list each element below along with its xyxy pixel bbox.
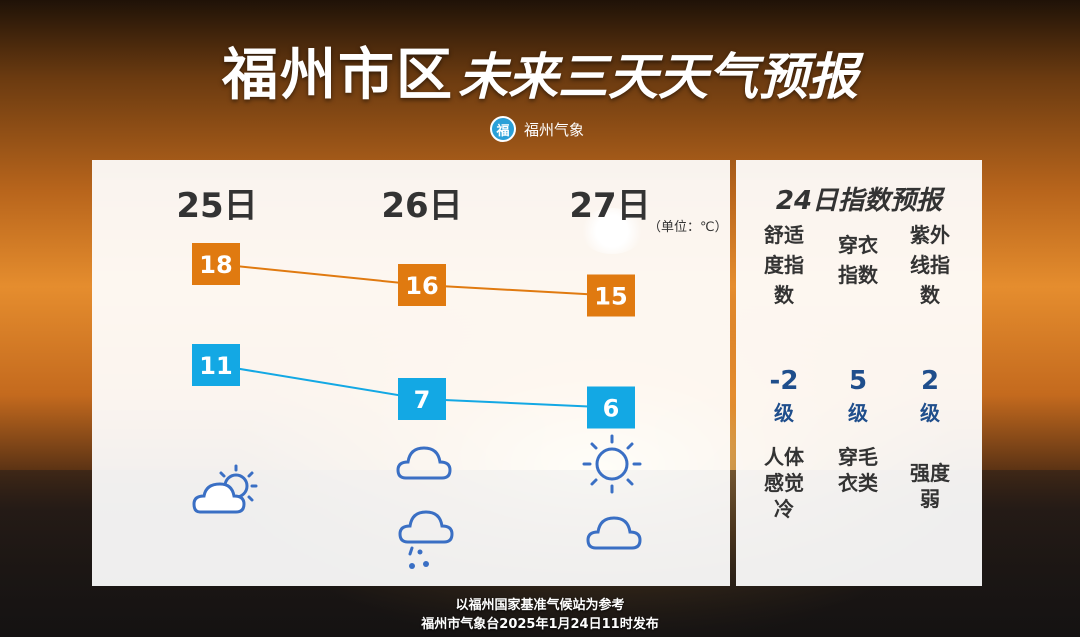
high-temp-box: 16 bbox=[398, 264, 446, 306]
svg-text:15: 15 bbox=[594, 283, 627, 311]
svg-text:18: 18 bbox=[199, 251, 232, 279]
high-temp-box: 18 bbox=[192, 243, 240, 285]
partly-cloudy-icon bbox=[192, 464, 258, 514]
forecast-panel: 25日 26日 27日 （单位：℃） 18 11 16 7 15 6 bbox=[92, 160, 730, 586]
brand: 福 福州气象 bbox=[490, 116, 584, 142]
day-label-26: 26日 bbox=[381, 186, 463, 226]
footer-reference: 以福州国家基准气候站为参考 bbox=[455, 598, 625, 613]
sun-icon bbox=[582, 434, 642, 494]
day-label-27: 27日 bbox=[569, 186, 651, 226]
index-level-unit: 级 bbox=[848, 401, 868, 425]
index-panel: 24日指数预报 舒适度指数 -2 级人体感觉冷 穿衣指数 5 级穿毛衣类 紫外线指数 2 级强度… bbox=[736, 160, 982, 586]
brand-logo-icon: 福 bbox=[490, 116, 516, 142]
low-temp-box: 7 bbox=[398, 378, 446, 420]
index-level-unit: 级 bbox=[774, 401, 794, 425]
title-main: 福州市区 bbox=[222, 43, 454, 108]
title-sub: 未来三天天气预报 bbox=[458, 48, 858, 106]
index-level-unit: 级 bbox=[920, 401, 940, 425]
index-value: 5 bbox=[848, 366, 868, 396]
index-title: 24日指数预报 bbox=[775, 186, 943, 216]
sun-glow bbox=[580, 208, 644, 254]
high-temp-box: 15 bbox=[587, 274, 635, 317]
page-title: 福州市区未来三天天气预报 bbox=[0, 30, 1080, 111]
svg-text:16: 16 bbox=[405, 272, 438, 300]
svg-text:7: 7 bbox=[414, 386, 431, 414]
index-name: 舒适度指数 bbox=[764, 223, 804, 307]
index-description: 人体感觉冷 bbox=[764, 445, 804, 521]
brand-name: 福州气象 bbox=[524, 120, 585, 139]
cloud-icon bbox=[396, 446, 452, 480]
index-name: 紫外线指数 bbox=[910, 223, 950, 307]
index-value: 2 bbox=[920, 366, 940, 396]
footer-publish: 福州市气象台2025年1月24日11时发布 bbox=[421, 617, 659, 632]
day-label-25: 25日 bbox=[176, 186, 258, 226]
rain-icon bbox=[398, 510, 454, 569]
cloud-icon bbox=[586, 516, 642, 550]
svg-text:11: 11 bbox=[199, 352, 232, 380]
index-name: 穿衣指数 bbox=[838, 233, 878, 287]
low-temp-box: 6 bbox=[587, 386, 635, 429]
low-temp-box: 11 bbox=[192, 344, 240, 386]
unit-label: （单位：℃） bbox=[648, 220, 728, 235]
index-description: 强度弱 bbox=[910, 461, 950, 511]
index-value: -2 bbox=[769, 366, 799, 396]
temperature-chart: 18 11 16 7 15 6 bbox=[192, 243, 642, 569]
index-description: 穿毛衣类 bbox=[838, 445, 878, 495]
svg-text:6: 6 bbox=[603, 395, 620, 423]
